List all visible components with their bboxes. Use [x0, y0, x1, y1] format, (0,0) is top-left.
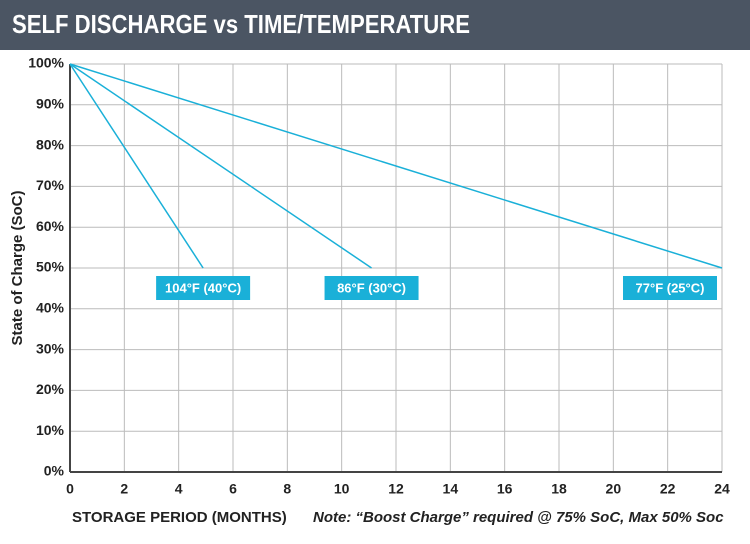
- title-bar: [0, 0, 750, 50]
- series-label-box: [623, 276, 717, 300]
- y-tick-label: 90%: [36, 96, 65, 112]
- series-label: 104°F (40°C): [165, 280, 241, 295]
- x-tick-label: 4: [175, 481, 183, 497]
- series-line: [69, 63, 204, 269]
- series-line: [69, 63, 372, 269]
- x-tick-label: 8: [283, 481, 291, 497]
- x-tick-label: 16: [497, 481, 513, 497]
- y-tick-label: 70%: [36, 177, 65, 193]
- note: Note: “Boost Charge” required @ 75% SoC,…: [313, 509, 724, 526]
- x-tick-label: 10: [334, 481, 350, 497]
- y-tick-label: 40%: [36, 300, 65, 316]
- y-tick-label: 10%: [36, 422, 65, 438]
- x-tick-label: 12: [388, 481, 404, 497]
- x-axis-label: STORAGE PERIOD (MONTHS): [72, 509, 287, 526]
- x-tick-label: 20: [606, 481, 622, 497]
- series-line: [69, 63, 723, 269]
- x-tick-label: 0: [66, 481, 74, 497]
- x-tick-label: 6: [229, 481, 237, 497]
- y-tick-label: 80%: [36, 136, 65, 152]
- y-tick-label: 60%: [36, 218, 65, 234]
- chart-title: SELF DISCHARGE vs TIME/TEMPERATURE: [12, 9, 470, 39]
- x-tick-label: 14: [443, 481, 459, 497]
- series-label: 77°F (25°C): [636, 280, 705, 295]
- y-tick-label: 100%: [28, 55, 64, 71]
- x-tick-label: 22: [660, 481, 676, 497]
- x-tick-label: 24: [714, 481, 730, 497]
- x-tick-label: 2: [120, 481, 128, 497]
- y-tick-label: 0%: [44, 463, 65, 479]
- x-tick-label: 18: [551, 481, 567, 497]
- y-tick-label: 20%: [36, 381, 65, 397]
- y-axis-label: State of Charge (SoC): [9, 190, 26, 345]
- y-tick-label: 50%: [36, 259, 65, 275]
- series-label: 86°F (30°C): [337, 280, 406, 295]
- series-label-box: [156, 276, 251, 300]
- y-tick-label: 30%: [36, 340, 65, 356]
- series-label-box: [324, 276, 419, 300]
